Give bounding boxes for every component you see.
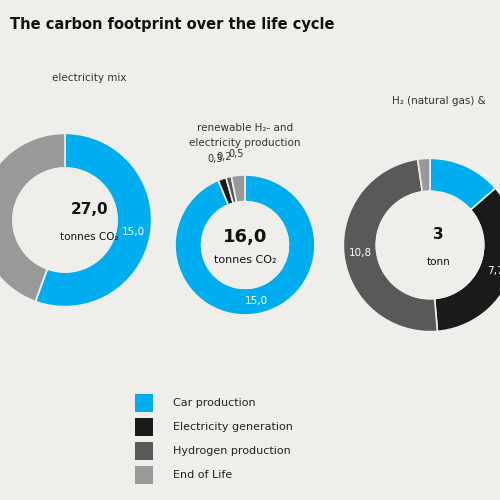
Wedge shape — [418, 158, 430, 192]
Wedge shape — [36, 269, 47, 302]
Wedge shape — [36, 134, 152, 306]
Circle shape — [202, 202, 288, 288]
Text: 15,0: 15,0 — [122, 227, 145, 237]
Text: 27,0: 27,0 — [70, 202, 108, 217]
Text: The carbon footprint over the life cycle: The carbon footprint over the life cycle — [10, 18, 334, 32]
Text: 0,2: 0,2 — [216, 152, 232, 162]
Wedge shape — [218, 178, 233, 205]
Wedge shape — [344, 159, 438, 332]
Wedge shape — [0, 134, 65, 302]
Text: tonn: tonn — [427, 258, 450, 268]
Circle shape — [13, 168, 117, 272]
Text: 10,8: 10,8 — [348, 248, 372, 258]
Text: tonnes CO₂: tonnes CO₂ — [60, 232, 118, 242]
Text: 0,3: 0,3 — [208, 154, 223, 164]
Wedge shape — [232, 175, 245, 203]
Wedge shape — [36, 269, 47, 302]
Wedge shape — [434, 188, 500, 332]
Circle shape — [376, 192, 484, 298]
Text: 0,5: 0,5 — [228, 150, 244, 160]
Text: End of Life: End of Life — [172, 470, 232, 480]
Text: 7,7: 7,7 — [486, 266, 500, 276]
Text: Car production: Car production — [172, 398, 255, 407]
Text: H₂ (natural gas) &: H₂ (natural gas) & — [392, 96, 486, 106]
Text: renewable H₂- and: renewable H₂- and — [197, 123, 293, 133]
Text: 3: 3 — [434, 227, 444, 242]
Text: tonnes CO₂: tonnes CO₂ — [214, 256, 276, 266]
Text: 15,0: 15,0 — [244, 296, 268, 306]
Text: electricity production: electricity production — [189, 138, 301, 148]
Text: Hydrogen production: Hydrogen production — [172, 446, 290, 456]
Wedge shape — [175, 175, 315, 315]
Wedge shape — [430, 158, 496, 210]
Wedge shape — [226, 176, 236, 203]
Text: 16,0: 16,0 — [223, 228, 267, 246]
Text: Electricity generation: Electricity generation — [172, 422, 292, 432]
Text: electricity mix: electricity mix — [52, 73, 127, 83]
